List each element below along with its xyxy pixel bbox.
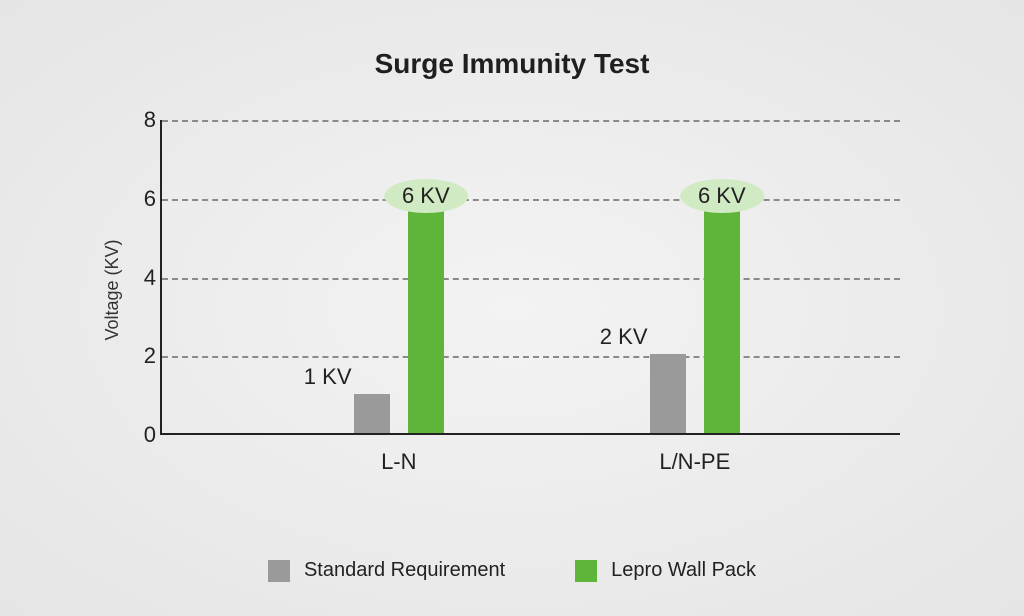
gridline [162,120,900,122]
bar [354,394,390,433]
legend-label: Lepro Wall Pack [611,559,756,582]
bar-value-label: 6 KV [384,179,468,213]
y-tick-label: 2 [128,343,156,369]
x-tick-label: L/N-PE [659,449,730,475]
y-tick-label: 6 [128,186,156,212]
legend-swatch [575,560,597,582]
bar [650,354,686,433]
y-tick-label: 4 [128,265,156,291]
y-axis-label: Voltage (KV) [102,239,123,340]
gridline [162,278,900,280]
legend-swatch [268,560,290,582]
bar-value-label: 1 KV [304,364,352,390]
bar [704,197,740,433]
legend-item: Lepro Wall Pack [575,559,756,582]
x-tick-label: L-N [381,449,416,475]
y-tick-label: 8 [128,107,156,133]
legend-item: Standard Requirement [268,559,505,582]
bar [408,197,444,433]
y-tick-label: 0 [128,422,156,448]
bar-value-label: 6 KV [680,179,764,213]
gridline [162,199,900,201]
chart-area: Voltage (KV) 024681 KV6 KVL-N2 KV6 KVL/N… [100,110,920,470]
legend-label: Standard Requirement [304,559,505,582]
gridline [162,356,900,358]
chart-title: Surge Immunity Test [0,48,1024,80]
plot-area: 024681 KV6 KVL-N2 KV6 KVL/N-PE [160,120,900,435]
bar-value-label: 2 KV [600,324,648,350]
legend: Standard Requirement Lepro Wall Pack [0,559,1024,582]
